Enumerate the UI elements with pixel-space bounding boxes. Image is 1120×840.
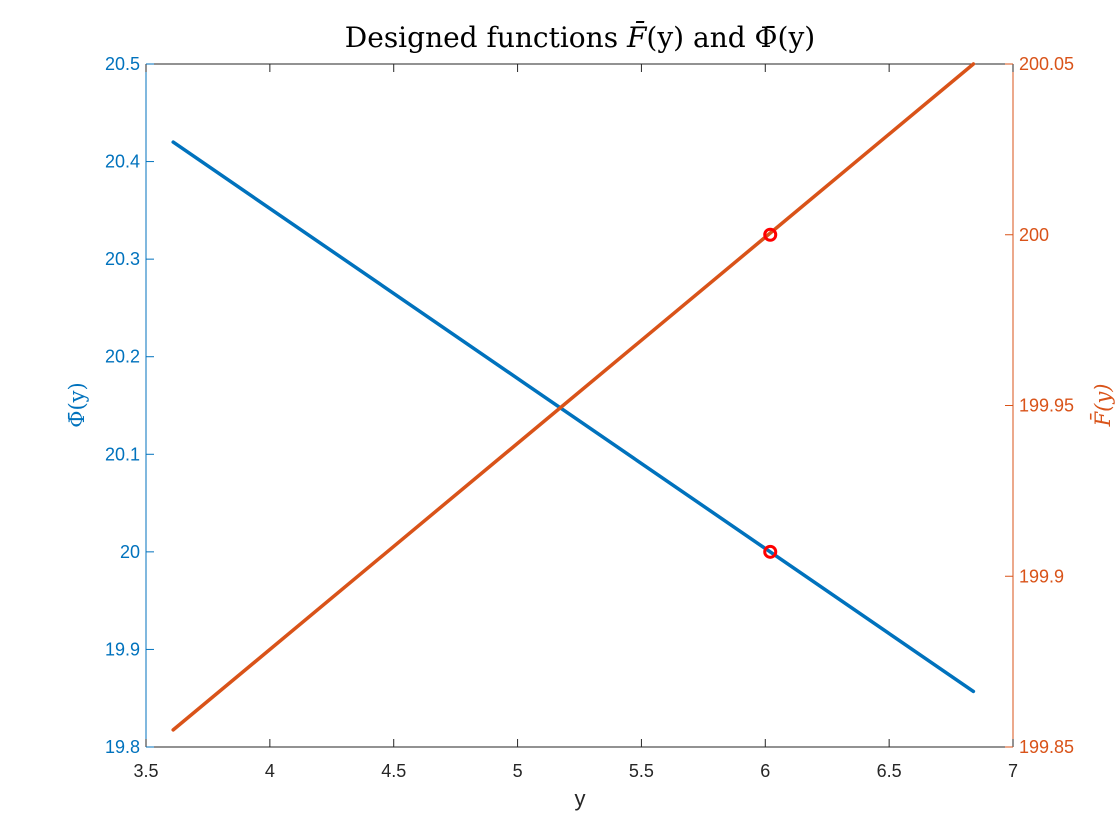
right-tick-label: 199.95 — [1019, 396, 1074, 416]
right-axis-ticks: 199.85 199.9 199.95 200 200.05 — [1005, 54, 1074, 757]
title-f-symbol: F̄ — [626, 20, 648, 54]
phi-marker-point — [763, 544, 778, 559]
title-f-arg: (y) — [646, 21, 684, 54]
x-tick-label: 5.5 — [629, 761, 654, 781]
left-tick-label: 20.1 — [105, 444, 140, 464]
right-tick-label: 199.9 — [1019, 566, 1064, 586]
x-tick-label: 6 — [760, 761, 770, 781]
x-tick-label: 6.5 — [877, 761, 902, 781]
left-tick-label: 20.5 — [105, 54, 140, 74]
x-tick-label: 7 — [1008, 761, 1018, 781]
left-tick-label: 19.9 — [105, 639, 140, 659]
right-tick-label: 200.05 — [1019, 54, 1074, 74]
right-tick-label: 200 — [1019, 225, 1049, 245]
x-tick-label: 5 — [513, 761, 523, 781]
title-lead: Designed functions — [345, 21, 627, 54]
f-series-line — [171, 62, 976, 732]
x-tick-label: 4 — [265, 761, 275, 781]
title-phi-arg: (y) — [778, 21, 816, 54]
right-axis-title: F̄(y) — [1090, 384, 1115, 428]
title-joiner: and — [684, 21, 754, 54]
x-tick-label: 3.5 — [133, 761, 158, 781]
left-tick-label: 19.8 — [105, 737, 140, 757]
left-tick-label: 20.3 — [105, 249, 140, 269]
x-tick-label: 4.5 — [381, 761, 406, 781]
left-tick-label: 20.2 — [105, 347, 140, 367]
plot-area — [145, 62, 1014, 748]
left-axis-ticks: 19.8 19.9 20 20.1 20.2 20.3 20.4 20.5 — [105, 54, 154, 757]
left-axis-title: Φ̄(y) — [65, 382, 89, 427]
left-tick-label: 20.4 — [105, 152, 140, 172]
x-axis-title: y — [575, 786, 586, 811]
chart-title: Designed functions F̄(y) and Φ̄(y) — [345, 20, 815, 54]
right-tick-label: 199.85 — [1019, 737, 1074, 757]
title-phi-symbol: Φ̄ — [755, 21, 778, 54]
left-tick-label: 20 — [120, 542, 140, 562]
phi-series-line — [171, 140, 976, 694]
f-marker-point — [763, 227, 778, 242]
x-axis-ticks: 3.5 4 4.5 5 5.5 6 6.5 7 — [133, 64, 1018, 781]
